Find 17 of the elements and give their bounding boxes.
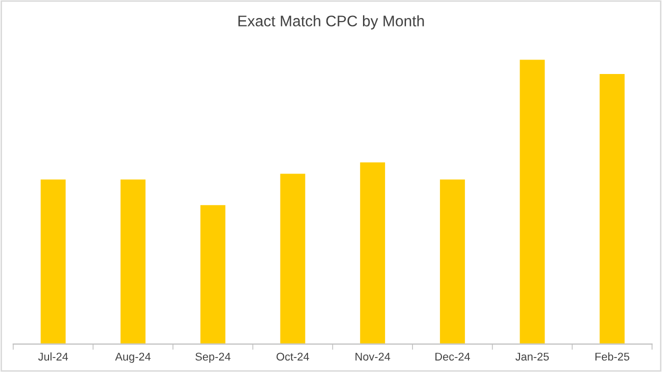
x-tick-label: Oct-24 [276,352,310,361]
x-tick-label: Jan-25 [515,352,549,361]
x-tick-label: Jul-24 [38,352,68,361]
bar [518,58,546,344]
bar [358,160,386,344]
x-tick-label: Feb-25 [595,352,630,361]
chart-title: Exact Match CPC by Month [238,15,424,30]
x-tick-label: Nov-24 [356,352,390,361]
bar [278,172,307,344]
x-tick-label: Aug-24 [115,352,151,363]
bar [119,178,147,344]
bar [598,72,626,344]
x-tick-label: Dec-24 [435,352,470,361]
bar [199,204,227,344]
x-tick-label: Sep-24 [195,352,230,363]
bar [438,178,466,344]
bar [39,178,68,344]
